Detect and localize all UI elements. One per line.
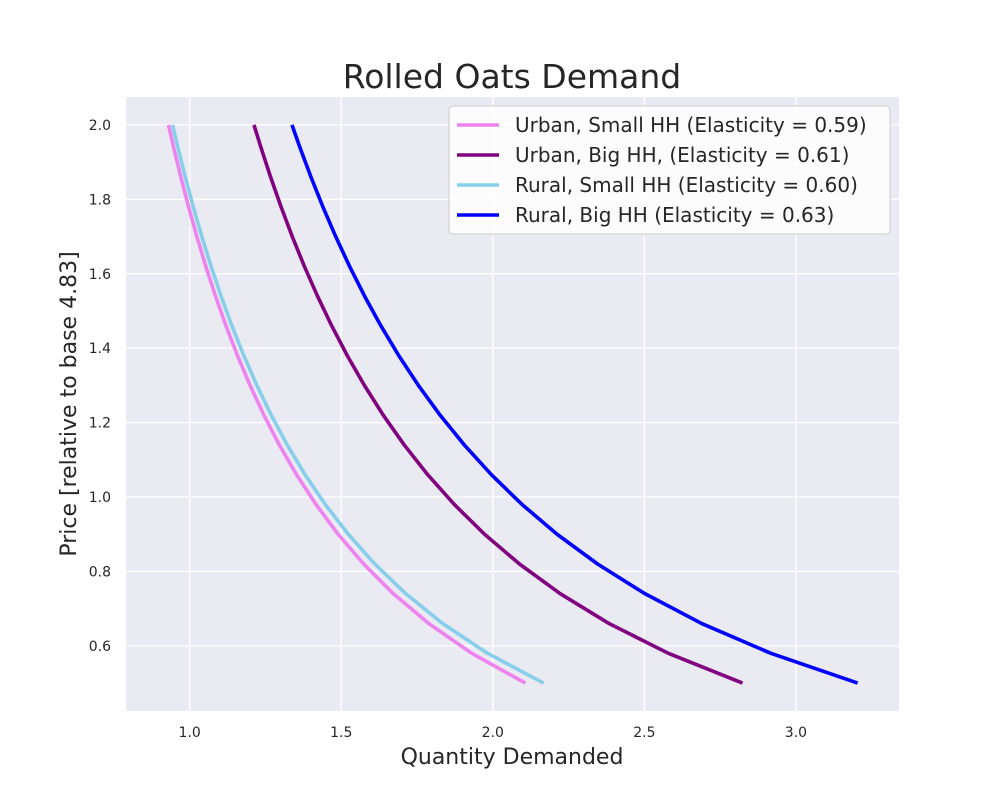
- legend: Urban, Small HH (Elasticity = 0.59) Urban…: [448, 105, 891, 235]
- series-line: [170, 124, 545, 685]
- y-tick-label: 1.6: [89, 267, 111, 283]
- chart-title: Rolled Oats Demand: [343, 57, 681, 96]
- y-tick-label: 1.4: [89, 341, 111, 357]
- y-tick-label: 0.6: [89, 639, 111, 655]
- legend-items: Urban, Small HH (Elasticity = 0.59) Urban…: [457, 113, 867, 227]
- legend-label: Rural, Big HH (Elasticity = 0.63): [515, 203, 834, 227]
- x-tick-label: 2.5: [633, 725, 655, 741]
- tick-labels: 1.0 1.5 2.0 2.5 3.0 0.6 0.8 1.0 1.2 1.4 1.6 1.8 2.0: [89, 118, 807, 741]
- y-tick-label: 1.8: [89, 192, 111, 208]
- x-tick-label: 2.0: [482, 725, 504, 741]
- x-tick-label: 1.0: [179, 725, 201, 741]
- series-line: [252, 124, 744, 685]
- y-axis-title: Price [relative to base 4.83]: [57, 251, 82, 556]
- series-line: [290, 124, 859, 685]
- x-tick-label: 1.5: [330, 725, 352, 741]
- series-line: [166, 124, 527, 685]
- x-axis-title: Quantity Demanded: [401, 745, 624, 770]
- y-tick-label: 0.8: [89, 564, 111, 580]
- legend-label: Rural, Small HH (Elasticity = 0.60): [515, 173, 858, 197]
- series-lines: [166, 124, 859, 685]
- y-tick-label: 1.0: [89, 490, 111, 506]
- legend-label: Urban, Small HH (Elasticity = 0.59): [515, 113, 867, 137]
- x-tick-label: 3.0: [785, 725, 807, 741]
- legend-label: Urban, Big HH, (Elasticity = 0.61): [515, 143, 849, 167]
- legend-box: [448, 105, 891, 235]
- y-tick-label: 1.2: [89, 416, 111, 432]
- y-tick-label: 2.0: [89, 118, 111, 134]
